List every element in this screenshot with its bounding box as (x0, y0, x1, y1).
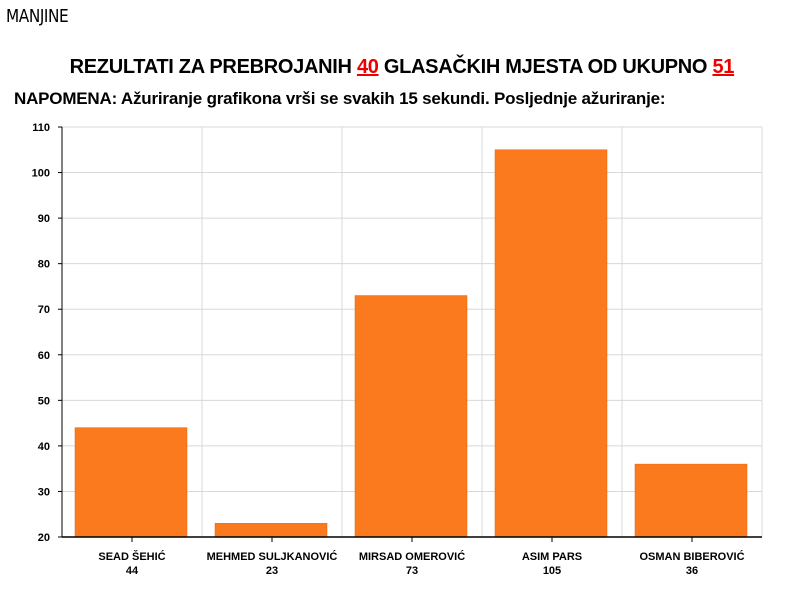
y-tick-label: 100 (32, 168, 50, 180)
bar (214, 523, 328, 538)
x-tick-label: MEHMED SULJKANOVIĆ (207, 550, 338, 563)
x-tick-label: MIRSAD OMEROVIĆ (359, 550, 465, 563)
y-tick-label: 30 (38, 486, 50, 498)
bar (354, 295, 468, 538)
x-tick-label: SEAD ŠEHIĆ (98, 550, 165, 563)
bar (494, 149, 608, 538)
data-label: 105 (543, 565, 561, 577)
page-title: REZULTATI ZA PREBROJANIH 40 GLASAČKIH MJ… (0, 56, 809, 79)
y-tick-label: 50 (38, 395, 50, 407)
data-label: 36 (686, 565, 698, 577)
section-title: MANJINE (6, 6, 69, 27)
update-note: NAPOMENA: Ažuriranje grafikona vrši se s… (14, 89, 666, 108)
y-tick-label: 80 (38, 259, 50, 271)
x-tick-label: OSMAN BIBEROVIĆ (639, 550, 744, 563)
y-tick-label: 20 (38, 532, 50, 544)
data-label: 73 (406, 565, 418, 577)
y-tick-label: 90 (38, 213, 50, 225)
y-tick-label: 40 (38, 441, 50, 453)
y-tick-label: 60 (38, 350, 50, 362)
title-middle: GLASAČKIH MJESTA OD UKUPNO (383, 56, 708, 78)
x-tick-label: ASIM PARS (522, 551, 582, 563)
counted-stations: 40 (356, 56, 379, 78)
y-tick-label: 110 (32, 122, 50, 134)
data-label: 23 (266, 565, 278, 577)
bar (74, 427, 188, 538)
title-prefix: REZULTATI ZA PREBROJANIH (69, 56, 352, 78)
total-stations: 51 (712, 56, 735, 78)
y-tick-label: 70 (38, 304, 50, 316)
data-label: 44 (126, 565, 139, 577)
bar (634, 463, 748, 538)
